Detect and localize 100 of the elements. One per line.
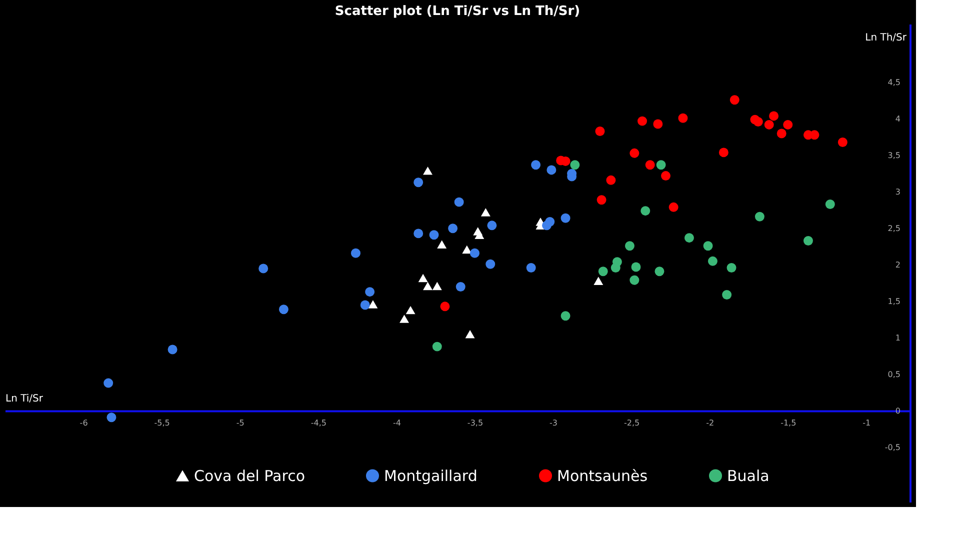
point: [654, 266, 664, 276]
point: [368, 300, 378, 308]
legend-label: Buala: [727, 466, 770, 485]
y-tick-label: 0: [895, 406, 900, 416]
x-tick-label: -5: [236, 418, 244, 428]
point: [838, 137, 848, 147]
legend-label: Cova del Parco: [194, 466, 305, 485]
point: [769, 111, 779, 121]
point: [480, 208, 490, 216]
point: [606, 175, 616, 185]
x-tick-label: -1: [862, 418, 871, 428]
point: [753, 117, 763, 127]
point: [684, 233, 694, 243]
point: [465, 330, 475, 338]
point: [350, 248, 360, 258]
point: [456, 282, 466, 292]
point: [560, 311, 570, 321]
point: [640, 206, 650, 216]
point: [594, 276, 604, 285]
point: [454, 197, 464, 207]
point: [542, 220, 552, 230]
y-tick-label: 2,5: [888, 224, 900, 233]
point: [726, 263, 736, 272]
point: [104, 378, 114, 388]
point: [718, 148, 728, 158]
point: [703, 241, 713, 251]
point: [106, 412, 116, 422]
point: [526, 263, 536, 272]
point: [810, 130, 820, 140]
point: [546, 165, 556, 175]
y-tick-label: 0,5: [888, 370, 900, 379]
y-tick-label: -0,5: [884, 442, 900, 452]
point: [462, 245, 472, 254]
y-tick-label: 3: [895, 187, 900, 196]
y-tick-label: 2: [895, 260, 900, 270]
x-tick-label: -4,5: [310, 418, 326, 428]
point: [258, 264, 268, 274]
chart-title: Scatter plot (Ln Ti/Sr vs Ln Th/Sr): [334, 4, 580, 19]
point: [661, 171, 670, 181]
y-tick-label: 1,5: [888, 296, 900, 306]
x-tick-label: -2,5: [624, 418, 640, 428]
point: [400, 314, 410, 323]
point: [406, 306, 416, 314]
x-axis-title: Ln Ti/Sr: [6, 393, 44, 404]
point: [437, 240, 447, 248]
point: [630, 275, 640, 285]
point: [653, 119, 663, 129]
point: [429, 230, 439, 240]
y-tick-label: 3,5: [888, 150, 900, 160]
point: [418, 274, 428, 282]
point: [668, 202, 678, 212]
point: [440, 302, 450, 312]
point: [754, 212, 764, 222]
point: [610, 263, 620, 272]
point: [365, 287, 375, 297]
point: [423, 166, 432, 175]
point: [278, 304, 288, 314]
point: [414, 228, 424, 238]
legend-label: Montsaunès: [557, 466, 648, 485]
point: [630, 148, 640, 158]
point: [638, 116, 647, 126]
x-tick-label: -5,5: [154, 418, 170, 428]
point: [783, 120, 793, 130]
point: [432, 282, 442, 290]
x-tick-label: -4: [392, 418, 401, 428]
y-tick-label: 4: [895, 114, 900, 124]
x-tick-label: -3,5: [467, 418, 484, 428]
point: [595, 126, 605, 136]
point: [825, 200, 835, 209]
point: [631, 262, 641, 272]
x-tick-label: -3: [550, 418, 558, 428]
point: [624, 241, 634, 251]
point: [414, 178, 424, 188]
point: [360, 300, 370, 310]
point: [730, 95, 740, 105]
x-tick-label: -6: [80, 418, 88, 428]
point: [487, 220, 497, 230]
x-tick-label: -2: [706, 418, 714, 428]
point: [803, 236, 813, 246]
point: [598, 266, 608, 276]
point: [764, 120, 774, 130]
point: [486, 259, 496, 269]
legend-label: Montgaillard: [384, 466, 478, 485]
point: [656, 160, 666, 170]
x-tick-label: -1,5: [780, 418, 796, 428]
point: [678, 113, 688, 123]
point: [570, 160, 580, 170]
point: [168, 344, 178, 354]
y-tick-label: 1: [895, 333, 900, 342]
point: [423, 282, 432, 290]
point: [645, 160, 655, 170]
point: [776, 128, 786, 138]
y-tick-label: 4,5: [888, 78, 900, 87]
point: [596, 195, 606, 205]
point: [560, 213, 570, 223]
point: [470, 248, 480, 258]
point: [722, 290, 732, 300]
point: [448, 224, 458, 234]
point: [432, 342, 442, 352]
y-axis-title: Ln Th/Sr: [865, 32, 908, 44]
